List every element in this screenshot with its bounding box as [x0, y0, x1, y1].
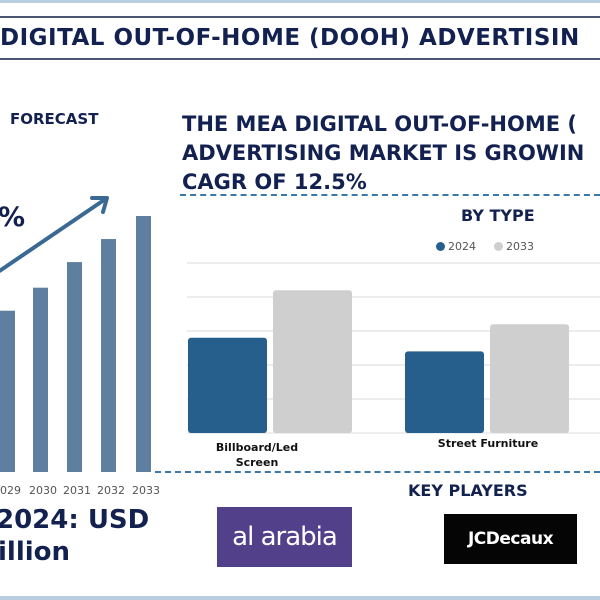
divider-top: [180, 194, 600, 196]
forecast-bar-2031: [67, 262, 82, 472]
legend-label-2024: 2024: [448, 240, 476, 253]
bar-2024-1: [405, 351, 484, 433]
jcdecaux-logo: JCDecaux: [444, 514, 577, 564]
bottom-border: [0, 596, 600, 600]
forecast-bar-2030: [33, 287, 48, 472]
al-arabia-logo: al arabia: [217, 507, 352, 567]
jcdecaux-logo-text: JCDecaux: [467, 529, 554, 549]
category-label-street-furniture: Street Furniture: [437, 437, 539, 450]
category-label-billboard: Billboard/Led Screen: [215, 441, 299, 469]
key-players-title: KEY PLAYERS: [408, 481, 528, 500]
cagr-fragment: %: [0, 202, 26, 233]
legend-label-2033: 2033: [506, 240, 534, 253]
forecast-bar-2029: [0, 310, 15, 472]
legend-dot-2033: [494, 242, 503, 251]
title-banner: DIGITAL OUT-OF-HOME (DOOH) ADVERTISIN: [0, 16, 600, 60]
headline: THE MEA DIGITAL OUT-OF-HOME ( ADVERTISIN…: [182, 110, 600, 197]
headline-line-2: ADVERTISING MARKET IS GROWIN: [182, 141, 585, 165]
forecast-year-label: 2029: [0, 484, 21, 497]
market-size-line-1: 2024: USD: [0, 505, 150, 535]
bar-2033-0: [273, 290, 352, 433]
forecast-label: FORECAST: [10, 110, 99, 128]
al-arabia-logo-text: al arabia: [232, 522, 338, 552]
forecast-year-label: 2030: [29, 484, 57, 497]
forecast-year-label: 2033: [132, 484, 160, 497]
bar-2024-0: [188, 337, 267, 433]
forecast-bar-2032: [101, 239, 116, 472]
forecast-year-label: 2032: [97, 484, 125, 497]
forecast-bar-2033: [136, 216, 151, 472]
forecast-year-label: 2031: [63, 484, 91, 497]
headline-line-1: THE MEA DIGITAL OUT-OF-HOME (: [182, 112, 578, 136]
bar-2033-1: [490, 324, 569, 433]
headline-line-3: CAGR OF 12.5%: [182, 170, 367, 194]
by-type-title: BY TYPE: [461, 206, 535, 225]
market-size-line-2: illion: [0, 537, 71, 567]
divider-bottom: [155, 471, 600, 473]
trend-arrow-icon: [0, 196, 109, 274]
top-border: [0, 0, 600, 3]
page-title: DIGITAL OUT-OF-HOME (DOOH) ADVERTISIN: [0, 25, 580, 51]
legend-dot-2024: [436, 242, 445, 251]
